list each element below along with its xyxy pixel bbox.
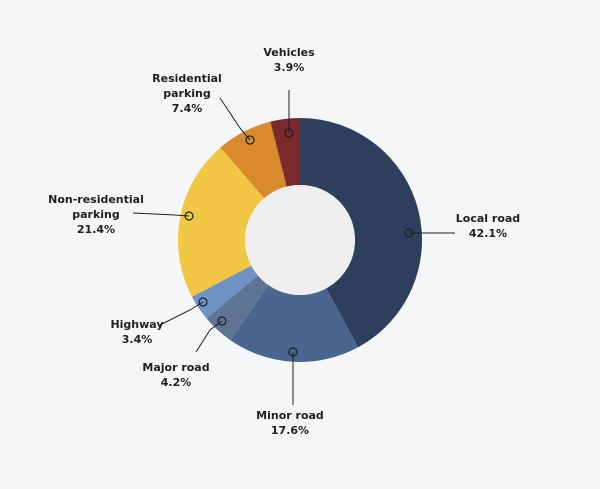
slice-highway[interactable]	[192, 265, 258, 319]
leader-dot-major-road	[217, 316, 227, 326]
value-label-non-residential-parking: 21.4%	[77, 223, 115, 236]
value-label-minor-road: 17.6%	[271, 424, 309, 437]
leader-dot-local-road	[404, 228, 414, 238]
category-label-highway: Highway	[110, 318, 163, 331]
slice-local-road[interactable]	[300, 118, 422, 348]
category-label-major-road: Major road	[142, 361, 209, 374]
slice-major-road[interactable]	[206, 275, 269, 341]
category-label-non-residential-parking: Non-residential	[48, 193, 144, 206]
category-label-residential-parking: Residential	[152, 72, 222, 85]
slice-non-residential-parking[interactable]	[177, 147, 265, 297]
slice-minor-road[interactable]	[230, 285, 359, 362]
leader-dot-vehicles	[284, 128, 294, 138]
leader-line-major-road	[195, 320, 223, 353]
value-label-vehicles: 3.9%	[274, 61, 305, 74]
category-label-local-road: Local road	[456, 212, 520, 225]
leader-dot-highway	[198, 297, 208, 307]
category-label-non-residential-parking: parking	[72, 208, 120, 221]
value-label-residential-parking: 7.4%	[172, 102, 203, 115]
slice-residential-parking[interactable]	[220, 121, 287, 199]
category-label-vehicles: Vehicles	[263, 46, 315, 59]
leader-dot-minor-road	[288, 347, 298, 357]
leader-line-residential-parking	[219, 97, 251, 141]
leader-dot-non-residential-parking	[184, 211, 194, 221]
leader-line-highway	[159, 301, 204, 326]
value-label-local-road: 42.1%	[469, 227, 507, 240]
category-label-residential-parking: parking	[163, 87, 211, 100]
category-label-minor-road: Minor road	[256, 409, 324, 422]
leader-line-non-residential-parking	[132, 212, 190, 217]
value-label-highway: 3.4%	[122, 333, 153, 346]
donut-hole	[245, 185, 355, 295]
value-label-major-road: 4.2%	[161, 376, 192, 389]
leader-dot-residential-parking	[245, 135, 255, 145]
